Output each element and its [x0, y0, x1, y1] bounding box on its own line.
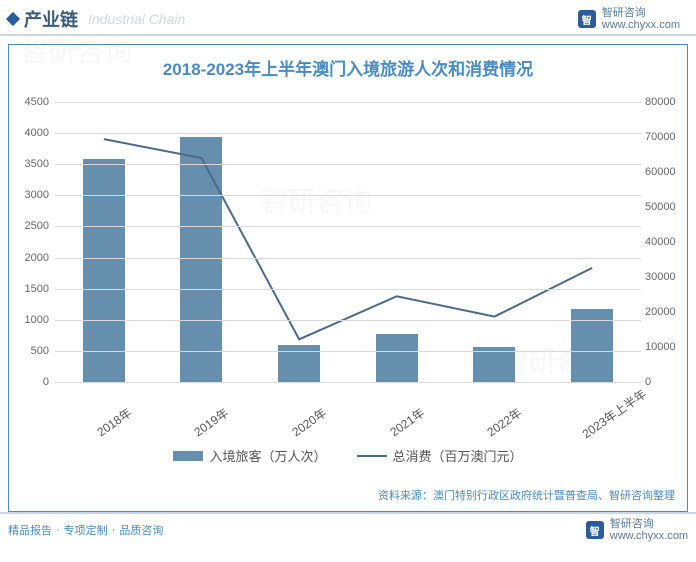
y2-tick-label: 10000 — [645, 341, 685, 353]
brand-url: www.chyxx.com — [602, 19, 680, 31]
plot-region: 0500100015002000250030003500400045000100… — [55, 102, 641, 382]
legend-line-swatch — [357, 455, 387, 457]
y2-tick-label: 70000 — [645, 131, 685, 143]
y1-tick-label: 3000 — [15, 189, 49, 201]
legend: 入境旅客（万人次） 总消费（百万澳门元） — [9, 446, 687, 465]
y2-tick-label: 50000 — [645, 201, 685, 213]
y1-tick-label: 1000 — [15, 314, 49, 326]
y1-tick-label: 3500 — [15, 158, 49, 170]
tagline-2: 专项定制 — [64, 522, 108, 538]
legend-bar-label: 入境旅客（万人次） — [209, 446, 326, 465]
header-brand: 智 智研咨询 www.chyxx.com — [578, 7, 680, 31]
y1-tick-label: 4000 — [15, 127, 49, 139]
gridline — [55, 164, 641, 165]
gridline — [55, 351, 641, 352]
diamond-icon — [6, 12, 20, 26]
header-bar: 产业链 Industrial Chain 智 智研咨询 www.chyxx.co… — [0, 0, 696, 36]
line-path — [104, 139, 592, 339]
chart-title: 2018-2023年上半年澳门入境旅游人次和消费情况 — [9, 45, 687, 84]
legend-line-label: 总消费（百万澳门元） — [393, 446, 523, 465]
gridline — [55, 133, 641, 134]
y2-tick-label: 60000 — [645, 166, 685, 178]
y1-tick-label: 1500 — [15, 283, 49, 295]
y2-tick-label: 30000 — [645, 271, 685, 283]
gridline — [55, 226, 641, 227]
gridline — [55, 289, 641, 290]
brand-logo-icon: 智 — [578, 10, 596, 28]
legend-bar-swatch — [173, 451, 203, 461]
x-tick-label: 2021年 — [383, 404, 427, 442]
chart-container: 2018-2023年上半年澳门入境旅游人次和消费情况 0500100015002… — [8, 44, 688, 512]
footer-brand-url: www.chyxx.com — [610, 530, 688, 542]
header-left: 产业链 Industrial Chain — [8, 6, 185, 32]
gridline — [55, 102, 641, 103]
tagline-1: 精品报告 — [8, 522, 52, 538]
y1-tick-label: 4500 — [15, 96, 49, 108]
footer-bar: 精品报告 · 专项定制 · 品质咨询 智 智研咨询 www.chyxx.com — [0, 512, 696, 546]
gridline — [55, 195, 641, 196]
footer-brand: 智 智研咨询 www.chyxx.com — [586, 518, 688, 542]
footer-tagline: 精品报告 · 专项定制 · 品质咨询 — [8, 522, 163, 538]
x-tick-label: 2022年 — [481, 404, 525, 442]
legend-line: 总消费（百万澳门元） — [357, 446, 523, 465]
y1-tick-label: 2000 — [15, 252, 49, 264]
y2-tick-label: 80000 — [645, 96, 685, 108]
line-series — [55, 102, 641, 382]
gridline — [55, 258, 641, 259]
y1-tick-label: 0 — [15, 376, 49, 388]
source-text: 资料来源：澳门特别行政区政府统计暨普查局、智研咨询整理 — [378, 487, 675, 503]
y1-tick-label: 2500 — [15, 220, 49, 232]
x-tick-label: 2019年 — [188, 404, 232, 442]
brand-name: 智研咨询 — [602, 7, 680, 19]
brand-logo-icon: 智 — [586, 521, 604, 539]
section-title-en: Industrial Chain — [88, 11, 185, 27]
y2-tick-label: 40000 — [645, 236, 685, 248]
footer-brand-name: 智研咨询 — [610, 518, 688, 530]
section-title: 产业链 — [24, 6, 78, 32]
y2-tick-label: 0 — [645, 376, 685, 388]
gridline — [55, 382, 641, 383]
y2-tick-label: 20000 — [645, 306, 685, 318]
x-tick-label: 2023年上半年 — [579, 404, 623, 442]
y1-tick-label: 500 — [15, 345, 49, 357]
legend-bar: 入境旅客（万人次） — [173, 446, 326, 465]
x-tick-label: 2020年 — [286, 404, 330, 442]
tagline-3: 品质咨询 — [119, 522, 163, 538]
x-tick-label: 2018年 — [90, 404, 134, 442]
x-axis-labels: 2018年2019年2020年2021年2022年2023年上半年 — [55, 386, 641, 403]
gridline — [55, 320, 641, 321]
